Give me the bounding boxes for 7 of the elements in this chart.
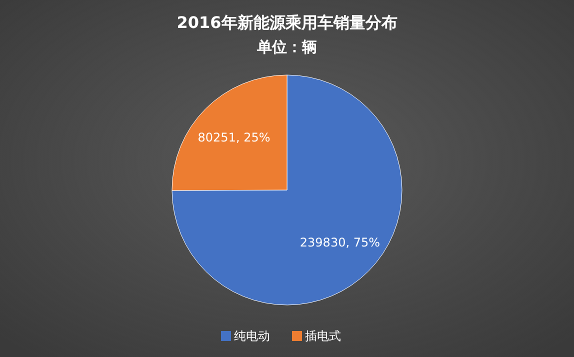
legend-label: 插电式 bbox=[305, 329, 341, 343]
slice-label: 纯电动 bbox=[234, 329, 270, 343]
pie-slice bbox=[172, 74, 402, 306]
data-label: 80251, 25% bbox=[198, 130, 270, 144]
data-label: 239830, 75% bbox=[300, 236, 380, 250]
chart-subtitle: 单位：辆 bbox=[256, 38, 317, 56]
chart-title: 2016年新能源乘用车销量分布 bbox=[176, 13, 398, 32]
